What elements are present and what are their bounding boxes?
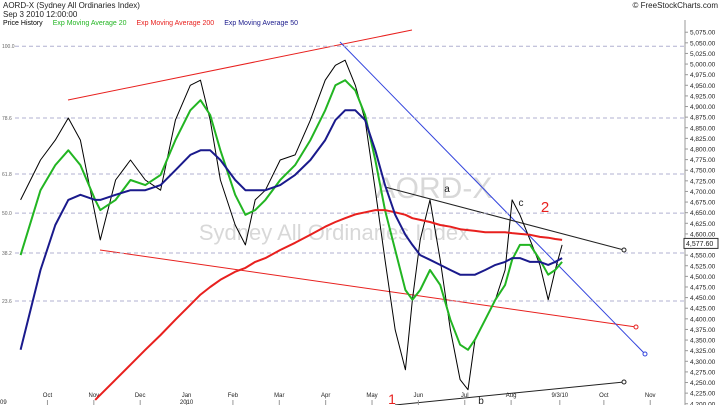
x-tick-label: Jan (182, 393, 192, 399)
x-tick-label: Nov (88, 393, 99, 399)
y-tick-label: 4,475.00 (690, 284, 716, 291)
trend-line (67, 29, 413, 101)
fib-label: 23.6 (2, 299, 12, 305)
x-tick-label: Jun (414, 393, 424, 399)
y-tick-label: 4,600.00 (690, 231, 716, 238)
credit: © FreeStockCharts.com (633, 1, 719, 10)
y-tick-label: 4,400.00 (690, 316, 716, 323)
x-tick-label: Dec (135, 393, 146, 399)
annotation: c (519, 198, 524, 209)
legend-entry: Exp Moving Average 20 (53, 20, 127, 27)
trend-end (621, 379, 627, 385)
x-tick-label: Oct (599, 393, 609, 399)
trend-line (384, 186, 625, 251)
y-tick-label: 4,450.00 (690, 295, 716, 302)
y-tick-label: 4,925.00 (690, 93, 716, 100)
y-tick-label: 4,325.00 (690, 348, 716, 355)
legend-entry: Price History (3, 20, 43, 27)
y-tick-label: 4,300.00 (690, 359, 716, 366)
year-label: 09 (0, 400, 7, 405)
x-tick-label: Oct (43, 393, 53, 399)
chart-subtitle: Sep 3 2010 12:00:00 (3, 10, 78, 19)
y-tick-label: 4,625.00 (690, 221, 716, 228)
x-tick-label: Apr (321, 393, 330, 399)
y-tick-label: 4,525.00 (690, 263, 716, 270)
legend-entry: Exp Moving Average 200 (137, 20, 215, 27)
legend-entry: Exp Moving Average 50 (224, 20, 298, 27)
fib-label: 38.2 (2, 251, 12, 257)
y-tick-label: 4,900.00 (690, 104, 716, 111)
y-tick-label: 4,350.00 (690, 338, 716, 345)
y-tick-label: 4,825.00 (690, 136, 716, 143)
y-tick-label: 4,275.00 (690, 369, 716, 376)
last-price-label: 4,577.60 (686, 241, 713, 248)
y-tick-label: 4,200.00 (690, 401, 716, 405)
x-tick-label: Nov (645, 393, 656, 399)
y-tick-label: 4,875.00 (690, 115, 716, 122)
trend-line (99, 249, 637, 328)
y-tick-label: 4,550.00 (690, 253, 716, 260)
y-tick-label: 4,675.00 (690, 200, 716, 207)
y-tick-label: 4,500.00 (690, 274, 716, 281)
x-tick-label: Jul (461, 393, 469, 399)
annotation: 1 (388, 391, 396, 405)
x-tick-label: Feb (228, 393, 239, 399)
trend-line (394, 381, 625, 405)
x-tick-label: 9/3/10 (551, 393, 568, 399)
last-price-box (683, 237, 719, 249)
x-tick-label: Aug (506, 393, 517, 399)
y-tick-label: 4,975.00 (690, 72, 716, 79)
y-tick-label: 5,075.00 (690, 30, 716, 37)
fib-label: 50.0 (2, 211, 12, 217)
trend-line (339, 41, 646, 355)
fib-label: 100.0 (2, 44, 15, 50)
trend-end (633, 324, 639, 330)
annotation: a (444, 184, 450, 195)
x-tick-label: Mar (274, 393, 284, 399)
y-tick-label: 4,775.00 (690, 157, 716, 164)
y-tick-label: 4,950.00 (690, 83, 716, 90)
series-line (94, 209, 563, 401)
y-tick-label: 4,225.00 (690, 391, 716, 398)
y-tick-label: 5,000.00 (690, 62, 716, 69)
y-tick-label: 4,750.00 (690, 168, 716, 175)
y-tick-label: 4,800.00 (690, 146, 716, 153)
y-tick-label: 5,025.00 (690, 51, 716, 58)
chart-title: AORD-X (Sydney All Ordinaries Index) (3, 1, 140, 10)
trend-end (642, 351, 648, 357)
y-tick-label: 4,375.00 (690, 327, 716, 334)
x-tick-label: May (366, 393, 377, 399)
trend-end (621, 247, 627, 253)
fib-label: 78.6 (2, 116, 12, 122)
y-tick-label: 4,700.00 (690, 189, 716, 196)
y-tick-label: 4,725.00 (690, 178, 716, 185)
fib-label: 61.8 (2, 172, 12, 178)
y-tick-label: 4,650.00 (690, 210, 716, 217)
y-tick-label: 4,425.00 (690, 306, 716, 313)
y-tick-label: 4,850.00 (690, 125, 716, 132)
trend-lines (67, 29, 648, 405)
y-tick-label: 4,250.00 (690, 380, 716, 387)
series-line (19, 79, 563, 351)
y-tick-label: 5,050.00 (690, 40, 716, 47)
series-line (19, 109, 563, 351)
annotation: 2 (541, 199, 549, 216)
year-label: 2010 (180, 400, 194, 405)
annotation: b (478, 396, 484, 405)
